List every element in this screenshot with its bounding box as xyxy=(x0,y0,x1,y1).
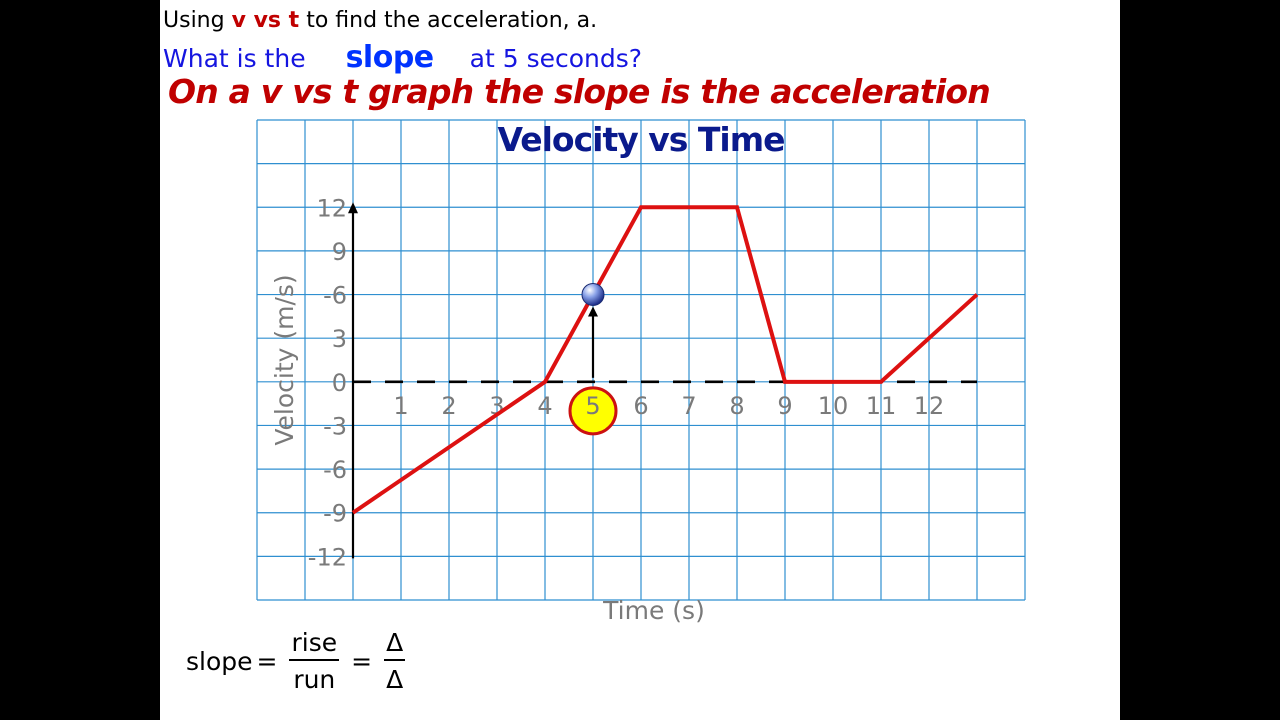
intro-suffix: to find the acceleration, a. xyxy=(299,8,598,33)
formula-delta-bottom: Δ xyxy=(386,665,404,694)
series-line xyxy=(351,205,979,515)
x-tick-label: 9 xyxy=(777,392,792,420)
point-marker-ball xyxy=(581,283,605,307)
y-tick-label: -3 xyxy=(323,412,347,440)
intro-prefix: Using xyxy=(163,8,232,33)
x-tick-label: 12 xyxy=(914,392,945,420)
rise-over-run: rise run xyxy=(289,628,340,694)
y-axis-label: Velocity (m/s) xyxy=(270,274,299,445)
slide: Using v vs t to find the acceleration, a… xyxy=(160,0,1120,720)
intro-highlight: v vs t xyxy=(231,8,300,33)
x-tick-label: 2 xyxy=(441,392,456,420)
y-tick-label: 9 xyxy=(332,238,347,266)
intro-line: Using v vs t to find the acceleration, a… xyxy=(163,8,597,33)
chart-title: Velocity vs Time xyxy=(498,120,785,159)
series xyxy=(351,205,979,515)
headline: On a v vs t graph the slope is the accel… xyxy=(168,72,991,111)
x-tick-label: 6 xyxy=(633,392,648,420)
grid xyxy=(256,119,1026,601)
formula-rise: rise xyxy=(289,628,340,661)
question-suffix: at 5 seconds? xyxy=(469,44,643,73)
x-tick-label: 5 xyxy=(585,392,600,420)
x-tick-label: 8 xyxy=(729,392,744,420)
y-tick-label: 3 xyxy=(332,325,347,353)
x-tick-label: 1 xyxy=(393,392,408,420)
y-tick-label: 0 xyxy=(332,369,347,397)
delta-fraction: Δ Δ xyxy=(384,628,406,694)
y-tick-label: -6 xyxy=(323,456,347,484)
question-prefix: What is the xyxy=(163,44,306,73)
formula-lhs: slope xyxy=(186,646,253,676)
x-tick-label: 7 xyxy=(681,392,696,420)
y-tick-label: -12 xyxy=(308,543,347,571)
y-tick-label: -6 xyxy=(323,282,347,310)
question-keyword: slope xyxy=(345,40,435,75)
x-axis-label: Time (s) xyxy=(602,596,705,625)
y-tick-label: -9 xyxy=(323,500,347,528)
slope-formula: slope = rise run = Δ Δ xyxy=(186,628,413,694)
x-tick-label: 11 xyxy=(866,392,897,420)
x-tick-label: 4 xyxy=(537,392,552,420)
markers xyxy=(581,283,605,378)
pointer-arrowhead xyxy=(588,306,598,317)
formula-run: run xyxy=(293,665,336,694)
formula-equals: = xyxy=(256,646,278,676)
y-tick-label: 12 xyxy=(316,194,347,222)
question-line: What is the slope at 5 seconds? xyxy=(163,40,642,75)
velocity-time-chart: 129-630-3-6-9-121 2 3 4 5 6 7 8 9 10 11 12 Velocity… xyxy=(256,119,1026,625)
formula-delta-top: Δ xyxy=(384,628,406,661)
highlight-tick-circle xyxy=(568,386,618,436)
x-tick-label: 10 xyxy=(818,392,849,420)
tick-labels: 129-630-3-6-9-121 2 3 4 5 6 7 8 9 10 11 12 xyxy=(308,194,944,571)
y-axis-arrowhead xyxy=(348,202,358,214)
formula-equals: = xyxy=(351,646,373,676)
